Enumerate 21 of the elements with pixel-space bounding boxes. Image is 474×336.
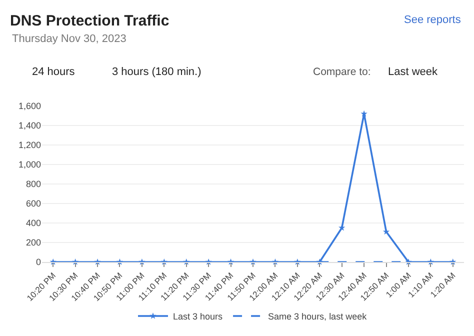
text: See reports: [404, 14, 462, 26]
text: Compare to:: [313, 66, 371, 78]
y-tick-label: 800: [26, 179, 41, 190]
legend-label: Last 3 hours: [173, 312, 224, 322]
y-tick-label: 1,000: [18, 160, 41, 170]
legend-label: Same 3 hours, last week: [268, 312, 368, 322]
y-tick-label: 600: [26, 198, 41, 209]
y-tick-label: 1,600: [18, 101, 41, 112]
text: 3 hours (180 min.): [112, 66, 202, 78]
chart-title: DNS Protection Traffic: [10, 12, 170, 30]
y-tick-label: 1,400: [18, 120, 41, 131]
text: Last week: [388, 66, 438, 78]
point: [382, 228, 390, 235]
y-tick-label: 1,200: [18, 140, 41, 150]
y-tick-label: 200: [26, 238, 41, 248]
point: [338, 224, 346, 231]
point: [360, 110, 368, 117]
y-tick-label: 400: [26, 218, 41, 228]
text: 24 hours: [32, 66, 76, 78]
chart-subtitle: Thursday Nov 30, 2023: [12, 33, 126, 45]
y-tick-label: 0: [36, 257, 41, 268]
